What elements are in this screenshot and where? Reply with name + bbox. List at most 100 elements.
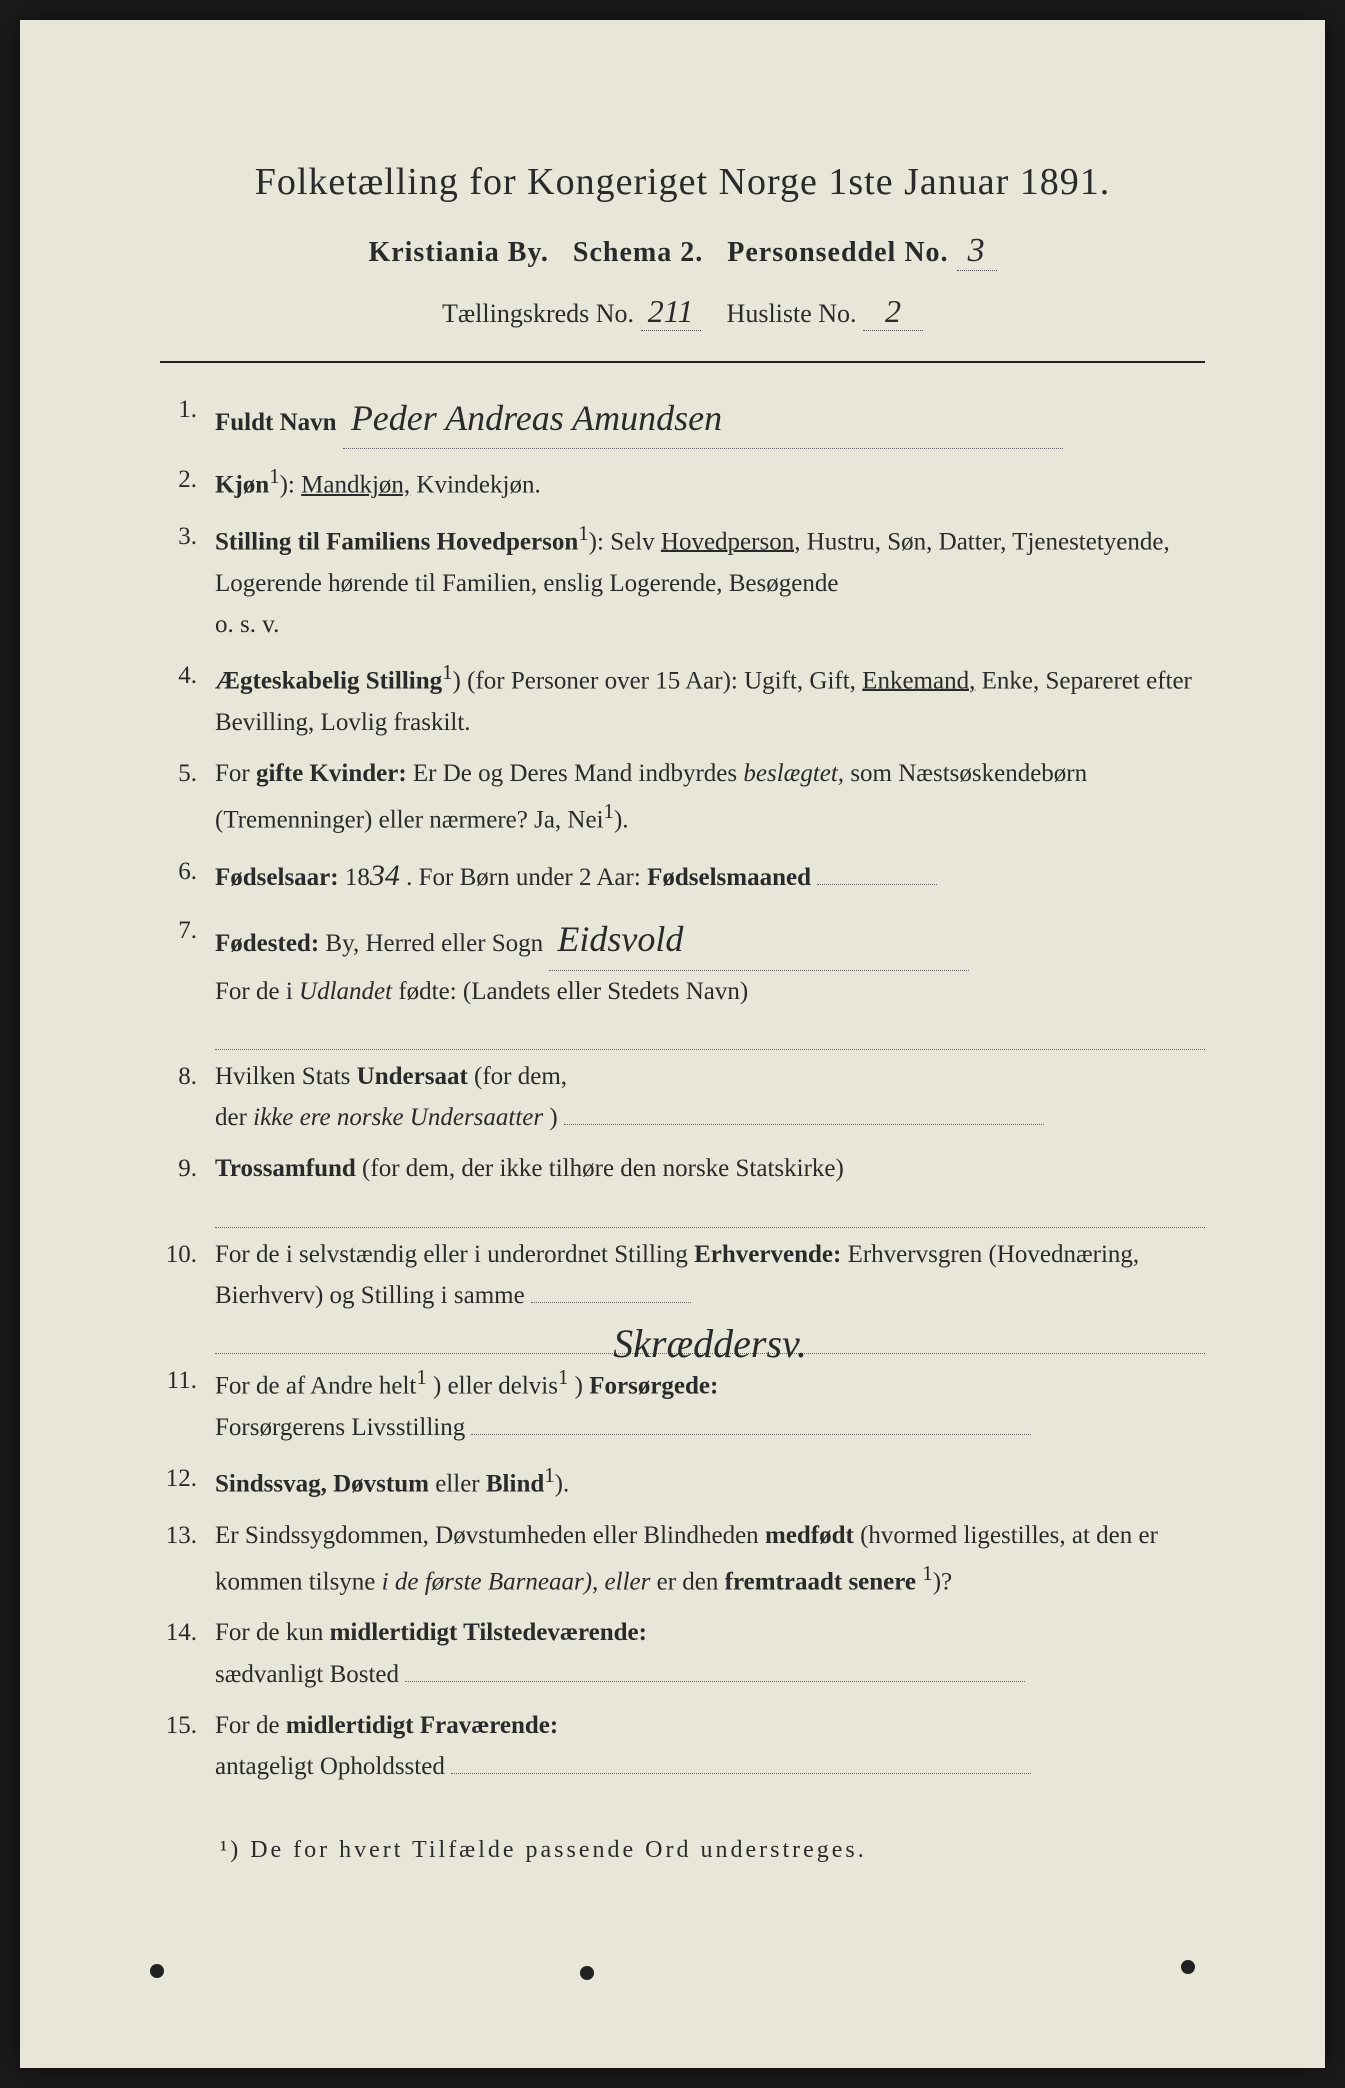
text: ) <box>549 1104 557 1131</box>
full-name-value: Peder Andreas Amundsen <box>351 398 722 438</box>
item-6: 6. Fødselsaar: 1834 . For Børn under 2 A… <box>160 851 1205 901</box>
field-label: Blind <box>486 1470 544 1497</box>
item-3: 3. Stilling til Familiens Hovedperson1):… <box>160 516 1205 645</box>
schema-label: Schema 2. <box>573 237 703 268</box>
text: Ugift, Gift, <box>744 667 862 694</box>
marital-selected: Enkemand, <box>862 667 975 694</box>
text: fødte: (Landets eller Stedets Navn) <box>398 978 748 1005</box>
item-8: 8. Hvilken Stats Undersaat (for dem, der… <box>160 1056 1205 1139</box>
text: eller <box>435 1470 486 1497</box>
item-number: 2. <box>160 459 215 500</box>
page-title: Folketælling for Kongeriget Norge 1ste J… <box>160 160 1205 204</box>
item-number: 15. <box>160 1705 215 1746</box>
item-number: 9. <box>160 1148 215 1189</box>
text: ) <box>575 1372 590 1399</box>
item-4: 4. Ægteskabelig Stilling1) (for Personer… <box>160 655 1205 743</box>
dotted-blank-line <box>215 1022 1205 1050</box>
item-number: 12. <box>160 1458 215 1499</box>
text: For de kun <box>215 1619 330 1646</box>
text: For <box>215 760 256 787</box>
relation-selected: Hovedperson, <box>661 528 801 555</box>
text: Er De og Deres Mand indbyrdes <box>413 760 743 787</box>
text: antageligt Opholdssted <box>215 1753 445 1780</box>
footnote-ref: 1 <box>416 1365 426 1389</box>
text: 18 <box>345 864 370 891</box>
occupation-line: Skræddersv. <box>215 1326 1205 1354</box>
person-label: Personseddel No. <box>727 237 948 268</box>
item-number: 8. <box>160 1056 215 1097</box>
footnote-ref: 1 <box>604 799 614 823</box>
kreds-label: Tællingskreds No. <box>442 299 634 328</box>
text-ital: i de første Barneaar), <box>382 1568 599 1595</box>
field-label: Fødested: <box>215 930 319 957</box>
item-number: 5. <box>160 753 215 794</box>
husliste-number: 2 <box>863 293 923 331</box>
item-number: 1. <box>160 389 215 430</box>
person-number: 3 <box>957 232 997 271</box>
item-10: 10. For de i selvstændig eller i underor… <box>160 1234 1205 1317</box>
text: For de i <box>215 978 299 1005</box>
occupation-blank <box>531 1302 691 1303</box>
text: Selv <box>610 528 661 555</box>
field-label: midlertidigt Tilstedeværende: <box>330 1619 647 1646</box>
birth-month-blank <box>817 884 937 885</box>
item-number: 14. <box>160 1612 215 1653</box>
field-label: Trossamfund <box>215 1155 356 1182</box>
text: der <box>215 1104 253 1131</box>
footnote-ref: 1 <box>544 1463 554 1487</box>
field-label: Fødselsmaaned <box>647 864 811 891</box>
footnote-ref: 1 <box>442 660 452 684</box>
text: sædvanligt Bosted <box>215 1661 399 1688</box>
field-label: Sindssvag, Døvstum <box>215 1470 429 1497</box>
field-label: Forsørgede: <box>589 1372 718 1399</box>
item-number: 4. <box>160 655 215 696</box>
field-label: fremtraadt senere <box>725 1568 916 1595</box>
field-label: midlertidigt Fraværende: <box>286 1712 558 1739</box>
provider-blank <box>471 1434 1031 1435</box>
item-14: 14. For de kun midlertidigt Tilstedevære… <box>160 1612 1205 1695</box>
field-label: Erhvervende: <box>694 1241 841 1268</box>
footnote-text: ¹) De for hvert Tilfælde passende Ord un… <box>220 1837 1205 1864</box>
text-ital: beslægtet, <box>743 760 844 787</box>
field-label: Fuldt Navn <box>215 409 337 436</box>
dotted-blank-line <box>215 1200 1205 1228</box>
text: By, Herred eller Sogn <box>325 930 549 957</box>
text: )? <box>933 1568 952 1595</box>
citizenship-blank <box>564 1124 1044 1125</box>
census-form-page: Folketælling for Kongeriget Norge 1ste J… <box>20 20 1325 2068</box>
sex-other: Kvindekjøn. <box>416 472 540 499</box>
item-15: 15. For de midlertidigt Fraværende: anta… <box>160 1705 1205 1788</box>
text-ital: ikke ere norske Undersaatter <box>253 1104 543 1131</box>
text: ). <box>614 806 629 833</box>
text: For de i selvstændig eller i underordnet… <box>215 1241 694 1268</box>
text: Hvilken Stats <box>215 1063 357 1090</box>
text: er den <box>657 1568 725 1595</box>
text-ital: eller <box>605 1568 651 1595</box>
text-ital: Udlandet <box>299 978 392 1005</box>
text: ). <box>555 1470 570 1497</box>
field-label: Stilling til Familiens Hovedperson <box>215 528 578 555</box>
city-label: Kristiania By. <box>368 237 548 268</box>
footnote-ref: 1 <box>578 521 588 545</box>
item-13: 13. Er Sindssygdommen, Døvstumheden elle… <box>160 1515 1205 1603</box>
subline-row: Tællingskreds No. 211 Husliste No. 2 <box>160 293 1205 331</box>
item-7: 7. Fødested: By, Herred eller Sogn Eidsv… <box>160 910 1205 1012</box>
footnote-ref: 1 <box>269 464 279 488</box>
text: (for dem, <box>474 1063 567 1090</box>
text: For de <box>215 1712 286 1739</box>
item-number: 7. <box>160 910 215 951</box>
item-number: 13. <box>160 1515 215 1556</box>
divider <box>160 361 1205 363</box>
sex-selected: Mandkjøn, <box>301 472 410 499</box>
text: Forsørgerens Livsstilling <box>215 1414 465 1441</box>
footnote-ref: 1 <box>922 1561 932 1585</box>
item-number: 11. <box>160 1360 215 1401</box>
field-label: gifte Kvinder: <box>256 760 407 787</box>
item-11: 11. For de af Andre helt1 ) eller delvis… <box>160 1360 1205 1448</box>
footnote-ref: 1 <box>558 1365 568 1389</box>
item-number: 10. <box>160 1234 215 1275</box>
ink-spot <box>1181 1960 1195 1974</box>
item-9: 9. Trossamfund (for dem, der ikke tilhør… <box>160 1148 1205 1189</box>
text: For de af Andre helt <box>215 1372 416 1399</box>
item-number: 3. <box>160 516 215 557</box>
